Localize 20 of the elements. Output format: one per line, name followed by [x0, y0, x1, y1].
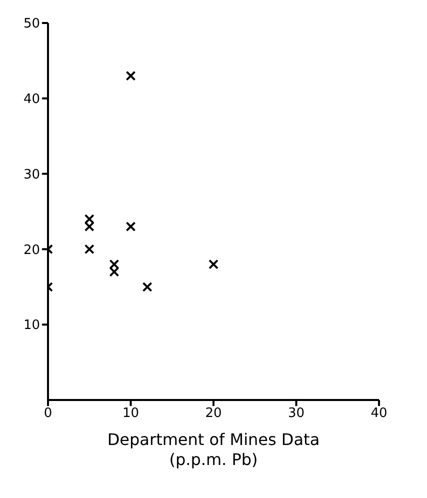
y-tick-label: 40 — [23, 92, 40, 108]
x-tick-label: 20 — [205, 406, 222, 422]
point — [208, 259, 218, 270]
point — [142, 282, 152, 292]
point — [109, 259, 120, 270]
x-tick-label: 40 — [370, 406, 388, 422]
x-axis-title: Department of Mines Data (p.p.m. Pb) — [107, 430, 320, 469]
y-tick-label: 30 — [23, 167, 40, 182]
point — [126, 222, 136, 232]
x-tick-label: 10 — [122, 406, 140, 422]
point — [126, 70, 136, 81]
point — [109, 266, 120, 277]
y-tick-label: 20 — [23, 242, 40, 258]
point — [84, 214, 94, 224]
x-tick-label: 30 — [288, 406, 305, 422]
point — [84, 222, 94, 232]
y-tick-label: 50 — [23, 16, 40, 32]
point — [84, 244, 94, 254]
x-tick-label: 0 — [44, 406, 52, 422]
y-tick-label: 10 — [23, 318, 40, 334]
